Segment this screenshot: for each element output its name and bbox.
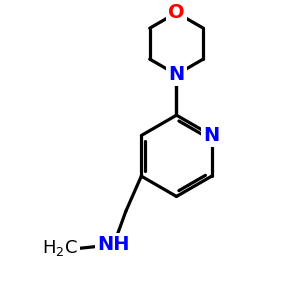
Text: $\mathsf{H_2C}$: $\mathsf{H_2C}$ [42,238,77,258]
Text: N: N [168,65,184,84]
Text: O: O [168,3,185,22]
Text: N: N [204,126,220,145]
Text: NH: NH [98,235,130,254]
